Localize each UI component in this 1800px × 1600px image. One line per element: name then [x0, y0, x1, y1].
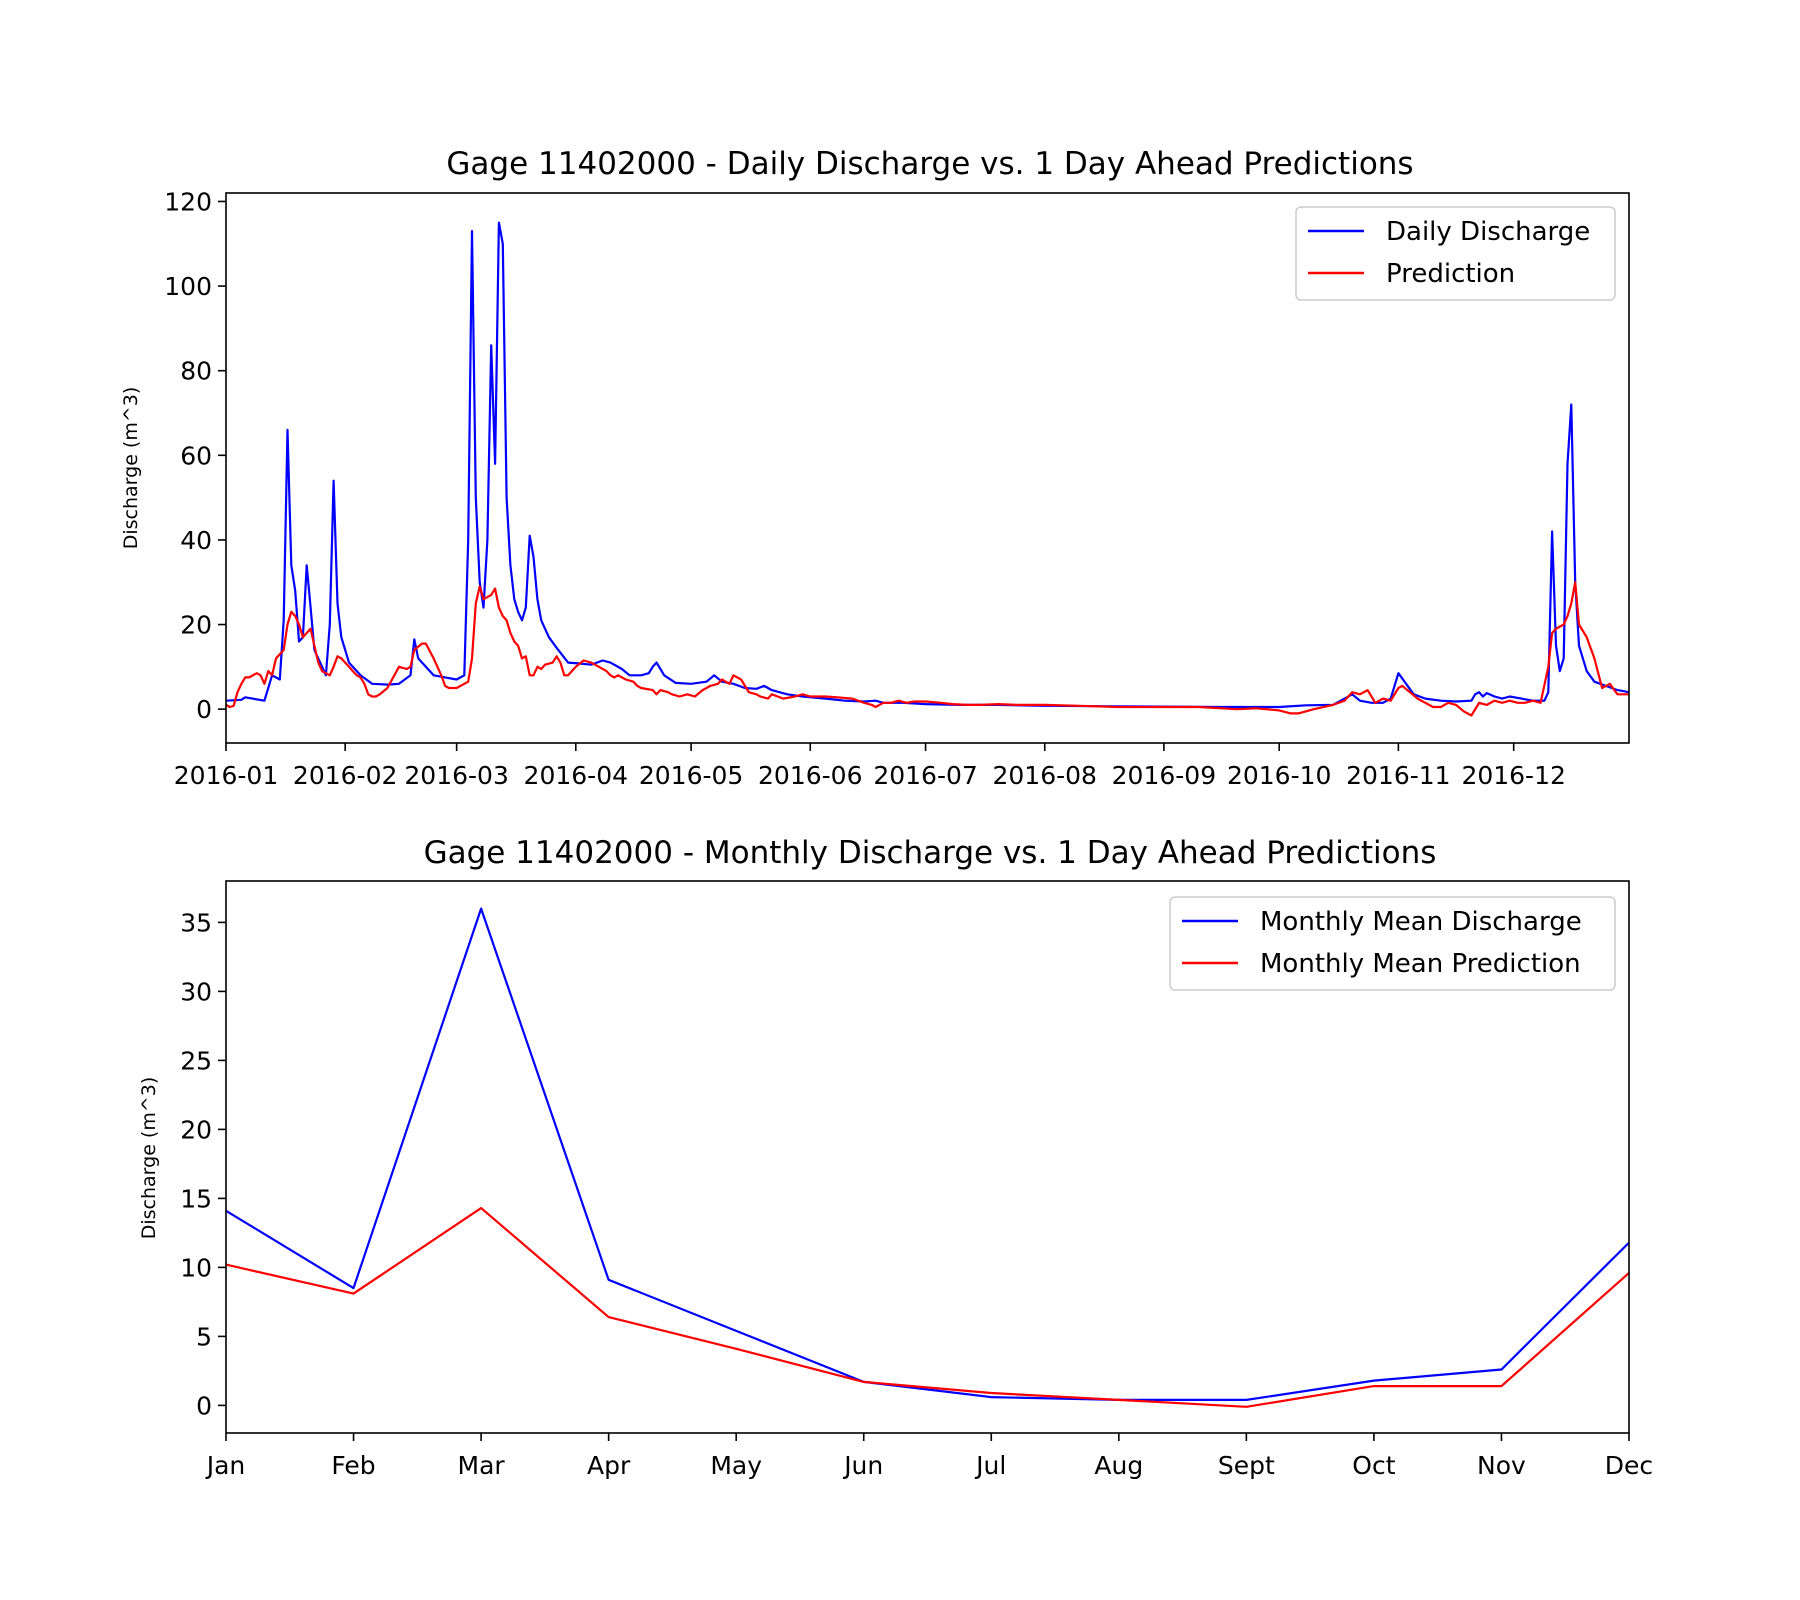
daily-y-tick-label: 40: [180, 526, 212, 555]
monthly-x-tick-label: Sept: [1218, 1451, 1275, 1480]
monthly-x-tick-label: Jun: [842, 1451, 883, 1480]
monthly-x-tick-label: Feb: [331, 1451, 375, 1480]
monthly-y-tick-label: 30: [180, 977, 212, 1006]
daily-y-tick-label: 80: [180, 357, 212, 386]
monthly-mean-prediction-line: [225, 1206, 1630, 1408]
daily-y-tick-label: 20: [180, 611, 212, 640]
monthly-x-tick-label: Nov: [1477, 1451, 1526, 1480]
monthly-y-tick-label: 0: [196, 1391, 212, 1420]
daily-x-tick-label: 2016-06: [758, 761, 862, 790]
monthly-chart: Gage 11402000 - Monthly Discharge vs. 1 …: [138, 835, 1653, 1480]
monthly-chart-y-axis: 0 5 10 15 20 25 30 35: [180, 908, 226, 1420]
monthly-chart-legend-box: [1169, 896, 1616, 991]
daily-x-tick-label: 2016-08: [993, 761, 1097, 790]
monthly-chart-legend: Monthly Mean Discharge Monthly Mean Pred…: [1169, 896, 1616, 991]
daily-chart-legend: Daily Discharge Prediction: [1295, 206, 1616, 301]
daily-x-tick-label: 2016-07: [873, 761, 977, 790]
daily-y-tick-label: 120: [164, 187, 212, 216]
monthly-y-tick-label: 25: [180, 1046, 212, 1075]
monthly-mean-discharge-legend-label: Monthly Mean Discharge: [1260, 907, 1582, 937]
monthly-x-tick-label: Aug: [1094, 1451, 1143, 1480]
monthly-y-tick-label: 15: [180, 1184, 212, 1213]
monthly-y-tick-label: 10: [180, 1253, 212, 1282]
daily-x-tick-label: 2016-03: [404, 761, 508, 790]
monthly-chart-series: [225, 907, 1630, 1408]
monthly-x-tick-label: Dec: [1605, 1451, 1653, 1480]
monthly-x-tick-label: Mar: [458, 1451, 506, 1480]
daily-x-tick-label: 2016-02: [293, 761, 397, 790]
daily-chart-series: [225, 221, 1630, 717]
monthly-mean-discharge-line: [225, 907, 1630, 1402]
daily-chart-title: Gage 11402000 - Daily Discharge vs. 1 Da…: [446, 146, 1413, 182]
prediction-legend-label: Prediction: [1386, 259, 1515, 289]
daily-discharge-line: [225, 221, 1630, 709]
daily-discharge-legend-label: Daily Discharge: [1386, 217, 1590, 247]
daily-x-tick-label: 2016-09: [1112, 761, 1216, 790]
daily-y-tick-label: 0: [196, 695, 212, 724]
daily-chart-legend-box: [1295, 206, 1616, 301]
daily-chart-x-axis: 2016-01 2016-02 2016-03 2016-04 2016-05 2016-…: [174, 743, 1566, 790]
monthly-mean-prediction-legend-label: Monthly Mean Prediction: [1260, 949, 1581, 979]
monthly-x-tick-label: Jul: [974, 1451, 1006, 1480]
daily-x-tick-label: 2016-05: [639, 761, 743, 790]
monthly-y-tick-label: 5: [196, 1322, 212, 1351]
monthly-chart-y-axis-label: Discharge (m^3): [138, 1077, 160, 1240]
daily-chart-y-axis: 0 20 40 60 80 100 120: [164, 187, 226, 724]
daily-x-tick-label: 2016-12: [1461, 761, 1565, 790]
prediction-line: [225, 581, 1629, 717]
monthly-chart-plot-frame: [225, 880, 1630, 1434]
monthly-y-tick-label: 35: [180, 908, 212, 937]
monthly-x-tick-label: Apr: [587, 1451, 631, 1480]
monthly-y-tick-label: 20: [180, 1115, 212, 1144]
monthly-x-tick-label: Jan: [205, 1451, 246, 1480]
daily-chart-y-axis-label: Discharge (m^3): [120, 387, 142, 550]
daily-x-tick-label: 2016-10: [1227, 761, 1331, 790]
daily-y-tick-label: 100: [164, 272, 212, 301]
monthly-x-tick-label: Oct: [1352, 1451, 1395, 1480]
daily-chart: Gage 11402000 - Daily Discharge vs. 1 Da…: [120, 146, 1630, 790]
monthly-chart-title: Gage 11402000 - Monthly Discharge vs. 1 …: [424, 835, 1437, 871]
daily-chart-plot-frame: [225, 192, 1630, 744]
monthly-chart-x-axis: Jan Feb Mar Apr May Jun Jul Aug Sept Oct Nov Dec: [205, 1433, 1653, 1480]
monthly-x-tick-label: May: [710, 1451, 762, 1480]
daily-x-tick-label: 2016-01: [174, 761, 278, 790]
daily-x-tick-label: 2016-11: [1346, 761, 1450, 790]
daily-y-tick-label: 60: [180, 441, 212, 470]
daily-x-tick-label: 2016-04: [524, 761, 628, 790]
